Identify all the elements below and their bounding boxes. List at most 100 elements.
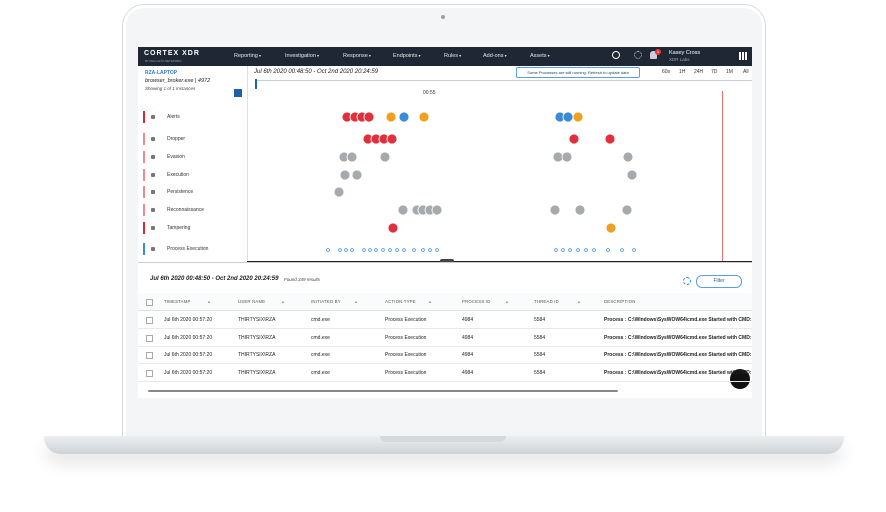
column-header[interactable]: ACTION TYPE (385, 299, 416, 304)
scrollbar[interactable] (148, 390, 618, 392)
zoom-button[interactable]: All (743, 69, 749, 75)
process-dot[interactable] (326, 248, 330, 252)
event-icon[interactable] (346, 151, 358, 163)
column-sort[interactable]: ▲ (207, 299, 212, 304)
process-dot[interactable] (368, 248, 372, 252)
column-header[interactable]: DESCRIPTION (604, 299, 636, 304)
process-dot[interactable] (381, 248, 385, 252)
process-dot[interactable] (435, 248, 439, 252)
menu-item[interactable]: Add-ons (483, 53, 507, 59)
event-icon[interactable] (552, 151, 564, 163)
help-icon[interactable] (612, 51, 620, 59)
event-icon[interactable] (398, 111, 410, 123)
event-icon[interactable] (431, 204, 443, 216)
instance-button[interactable] (234, 89, 242, 97)
column-sort[interactable]: ▲ (428, 299, 433, 304)
process-dot[interactable] (374, 248, 378, 252)
process-dot[interactable] (350, 248, 354, 252)
category-label[interactable]: Persistence (167, 189, 194, 195)
menu-item[interactable]: Endpoints (393, 53, 421, 59)
event-icon[interactable] (351, 169, 363, 181)
column-header[interactable]: INITIATED BY (311, 299, 341, 304)
nav-fab[interactable] (730, 369, 750, 389)
zoom-button[interactable]: 60s (662, 69, 671, 75)
menu-item[interactable]: Assets (530, 53, 550, 59)
process-dot[interactable] (338, 248, 342, 252)
event-icon[interactable] (386, 133, 398, 145)
event-icon[interactable] (418, 111, 430, 123)
category-label[interactable]: Tampering (167, 225, 191, 231)
checkbox[interactable] (146, 334, 153, 342)
menu-item[interactable]: Reporting (234, 53, 261, 59)
process-dot[interactable] (421, 248, 425, 252)
column-header[interactable]: PROCESS ID (462, 299, 491, 304)
process-dot[interactable] (561, 248, 565, 252)
column-header[interactable]: USER NAME (238, 299, 266, 304)
divider-handle[interactable] (440, 259, 454, 263)
process-dot[interactable] (402, 248, 406, 252)
process-dot[interactable] (412, 248, 416, 252)
event-icon[interactable] (621, 204, 633, 216)
event-icon[interactable] (626, 169, 638, 181)
menu-item[interactable]: Response (343, 53, 371, 59)
process-dot[interactable] (592, 248, 596, 252)
event-icon[interactable] (605, 222, 617, 234)
event-icon[interactable] (574, 204, 586, 216)
checkbox[interactable] (146, 299, 153, 306)
host-name[interactable]: RZA-LAPTOP (145, 70, 178, 76)
category-label[interactable]: Dropper (167, 136, 186, 142)
column-header[interactable]: THREAD ID (534, 299, 559, 304)
process-dot[interactable] (428, 248, 432, 252)
process-dot[interactable] (606, 248, 610, 252)
menu-item[interactable]: Rules (444, 53, 461, 59)
timeline-handle[interactable] (255, 79, 257, 89)
process-dot[interactable] (362, 248, 366, 252)
event-icon[interactable] (622, 151, 634, 163)
event-icon[interactable] (604, 133, 616, 145)
column-sort[interactable]: ▲ (354, 299, 359, 304)
event-icon[interactable] (549, 204, 561, 216)
checkbox[interactable] (146, 352, 153, 360)
process-dot[interactable] (632, 248, 636, 252)
category-label[interactable]: Alerts (167, 114, 180, 120)
event-icon[interactable] (397, 204, 409, 216)
event-icon[interactable] (363, 111, 375, 123)
process-dot[interactable] (584, 248, 588, 252)
zoom-button[interactable]: 7D (711, 69, 718, 75)
menu-item[interactable]: Investigation (285, 53, 319, 59)
event-icon[interactable] (385, 111, 397, 123)
event-icon[interactable] (387, 222, 399, 234)
bell-icon[interactable] (650, 51, 657, 59)
process-dot[interactable] (395, 248, 399, 252)
refresh-icon[interactable] (683, 277, 691, 285)
zoom-button[interactable]: 1H (679, 69, 686, 75)
event-icon[interactable] (572, 111, 584, 123)
category-label[interactable]: Process Execution (167, 246, 209, 252)
apps-icon[interactable] (739, 52, 747, 60)
settings-icon[interactable] (634, 51, 642, 59)
process-dot[interactable] (388, 248, 392, 252)
column-sort[interactable]: ▲ (281, 299, 286, 304)
column-header[interactable]: TIMESTAMP (164, 299, 191, 304)
category-label[interactable]: Reconnaissance (167, 207, 204, 213)
event-icon[interactable] (333, 186, 345, 198)
event-icon[interactable] (339, 169, 351, 181)
event-icon[interactable] (568, 133, 580, 145)
process-dot[interactable] (620, 248, 624, 252)
running-notice[interactable]: Some Processes are still running. Refres… (516, 67, 640, 78)
checkbox[interactable] (146, 317, 153, 324)
event-icon[interactable] (379, 151, 391, 163)
user-name[interactable]: Kasey Cross (669, 50, 701, 56)
process-dot[interactable] (568, 248, 572, 252)
event-icon[interactable] (562, 111, 574, 123)
process-dot[interactable] (344, 248, 348, 252)
column-sort[interactable]: ▲ (577, 299, 582, 304)
zoom-button[interactable]: 1M (726, 69, 733, 75)
checkbox[interactable] (146, 369, 153, 377)
zoom-button[interactable]: 24H (694, 69, 704, 75)
column-sort[interactable]: ▲ (505, 299, 510, 304)
category-label[interactable]: Evasion (167, 154, 185, 160)
filter-button[interactable]: Filter (696, 275, 742, 288)
category-label[interactable]: Execution (167, 172, 189, 178)
process-dot[interactable] (554, 248, 558, 252)
